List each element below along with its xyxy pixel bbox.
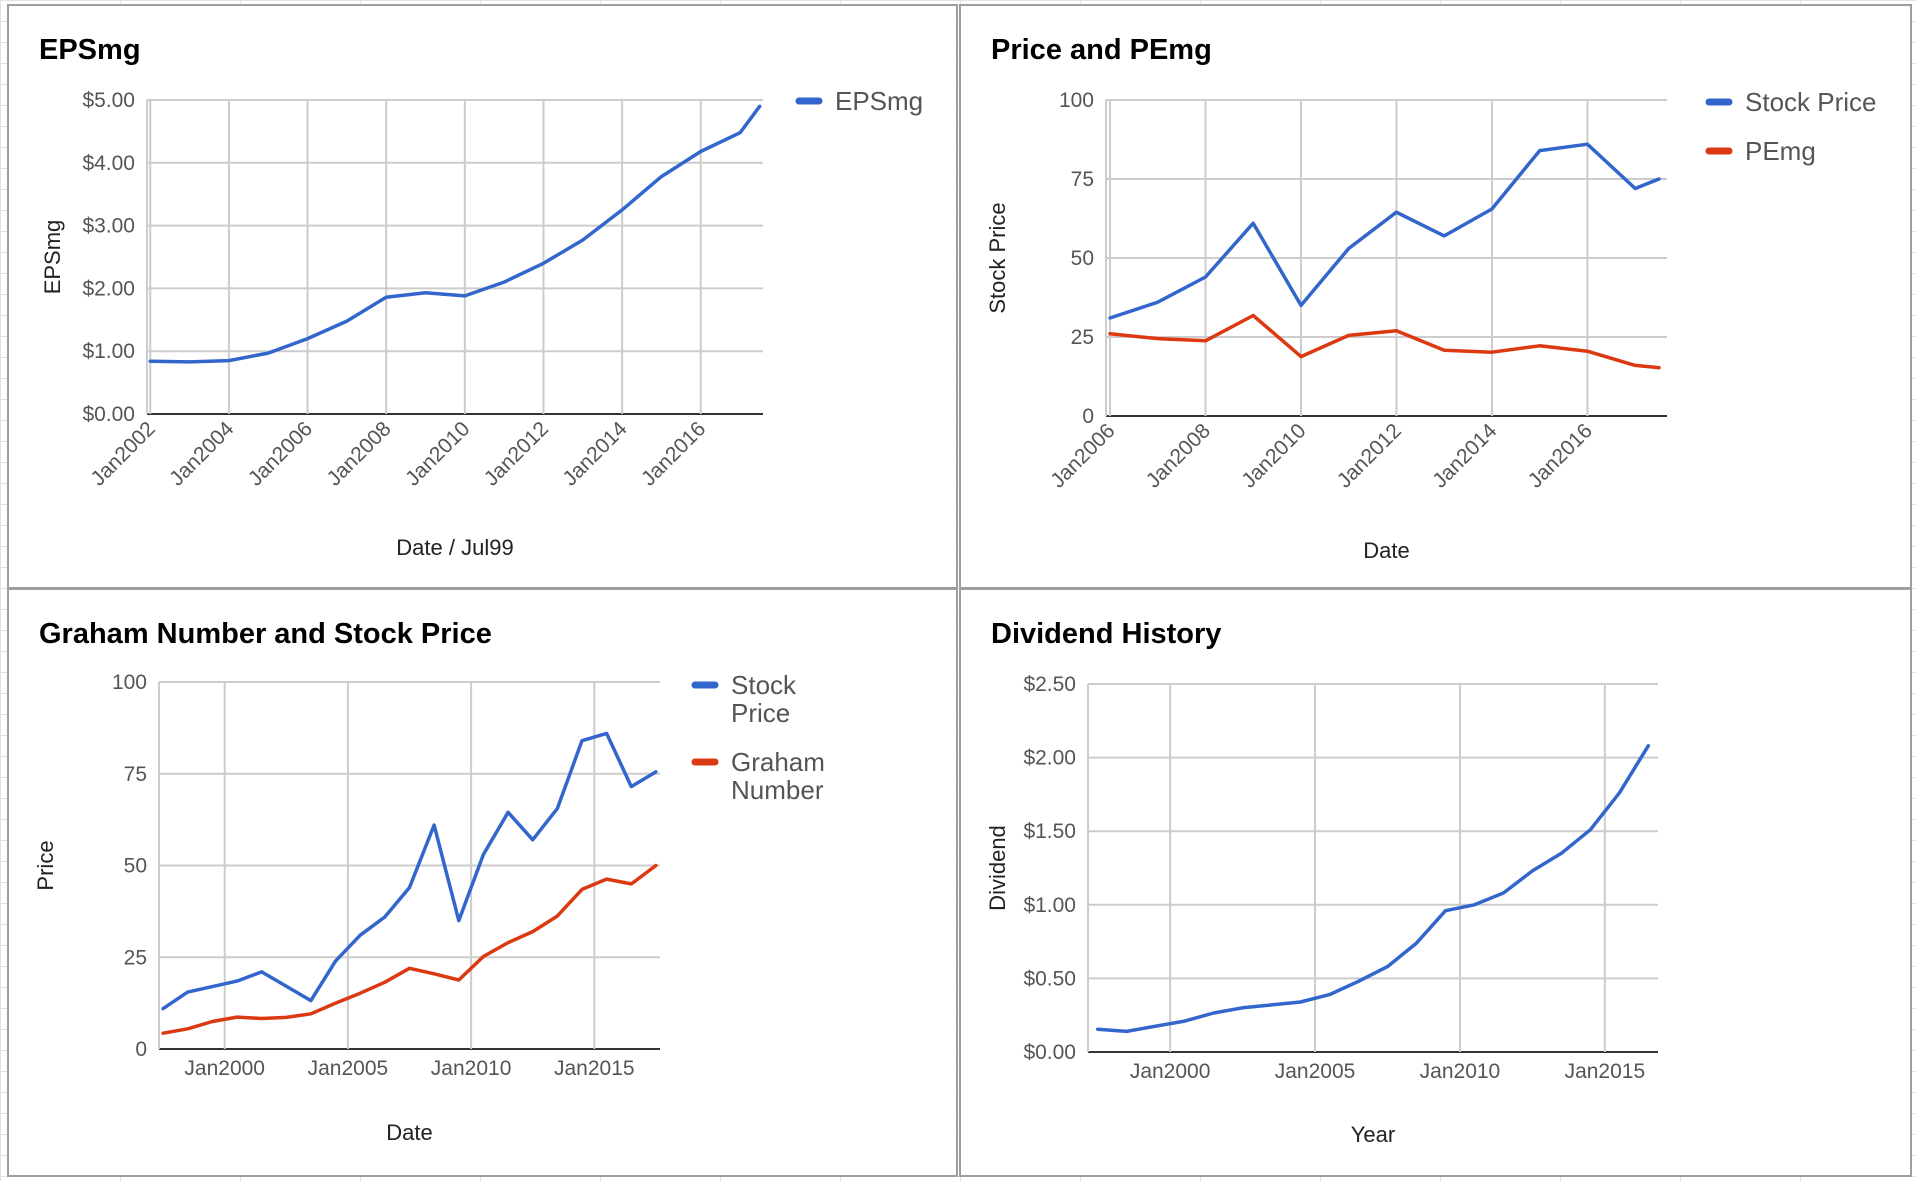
y-tick-label: 75 [1071, 168, 1094, 191]
y-axis-title: EPSmg [40, 220, 65, 295]
x-tick-label: Jan2002 [87, 417, 160, 490]
y-tick-label: $1.00 [1023, 894, 1076, 917]
dividend-chart-panel: Dividend History $0.00 $0.50 $1.00 $1.50 $2.… [959, 588, 1912, 1177]
x-tick-label: Jan2000 [184, 1057, 265, 1080]
chart-title: Dividend History [991, 618, 1222, 650]
legend-label: Stock [731, 670, 797, 700]
chart-title: Price and PEmg [991, 34, 1212, 66]
x-axis-title: Date / Jul99 [396, 535, 513, 560]
y-tick-label: 25 [1071, 326, 1094, 349]
y-tick-label: $5.00 [82, 89, 135, 112]
y-tick-label: 0 [1082, 405, 1094, 428]
x-tick-label: Jan2010 [401, 417, 474, 490]
y-tick-label: 100 [1059, 89, 1094, 112]
x-tick-label: Jan2012 [1333, 419, 1406, 492]
y-tick-label: $0.00 [1023, 1041, 1076, 1064]
legend-label: Price [731, 698, 790, 728]
y-tick-label: $1.00 [82, 340, 135, 363]
legend-label: Number [731, 775, 824, 805]
y-tick-label: $0.00 [82, 403, 135, 426]
x-tick-label: Jan2016 [637, 417, 710, 490]
legend-label: Graham [731, 747, 825, 777]
series-line-epsmg [148, 104, 762, 364]
graham-chart: 0 25 50 75 100 Jan2000 Jan2005 Jan2010 Jan2015 Da… [33, 670, 825, 1145]
y-tick-label: $0.50 [1023, 967, 1076, 990]
x-tick-label: Jan2016 [1524, 419, 1597, 492]
y-tick-label: $2.00 [1023, 747, 1076, 770]
chart-title: EPSmg [39, 34, 141, 66]
y-tick-label: 50 [1071, 247, 1094, 270]
chart-title: Graham Number and Stock Price [39, 618, 492, 650]
series-line-graham-number [161, 863, 658, 1035]
x-tick-label: Jan2008 [322, 417, 395, 490]
series-line-stock-price [1108, 142, 1661, 320]
y-tick-label: 75 [124, 763, 147, 786]
x-axis-title: Year [1351, 1122, 1395, 1147]
y-axis-title: Dividend [985, 825, 1010, 911]
x-tick-label: Jan2004 [165, 417, 238, 490]
x-tick-label: Jan2012 [480, 417, 553, 490]
x-tick-label: Jan2015 [554, 1057, 635, 1080]
y-tick-label: $2.50 [1023, 673, 1076, 696]
y-tick-label: $4.00 [82, 152, 135, 175]
x-tick-label: Jan2008 [1142, 419, 1215, 492]
series-line-stock-price [161, 731, 658, 1011]
x-tick-label: Jan2006 [1046, 419, 1119, 492]
x-tick-label: Jan2014 [1428, 419, 1501, 492]
x-tick-label: Jan2010 [1237, 419, 1310, 492]
y-tick-label: $1.50 [1023, 820, 1076, 843]
legend-label: PEmg [1745, 136, 1816, 166]
eps-chart-panel: EPSmg $0.00 $1.00 $2.00 $3.00 $4.00 $5.00 Jan2… [7, 4, 958, 589]
y-tick-label: 25 [124, 946, 147, 969]
x-tick-label: Jan2005 [308, 1057, 389, 1080]
y-axis-title: Stock Price [985, 202, 1010, 313]
graham-chart-panel: Graham Number and Stock Price 0 25 50 75 100… [7, 588, 958, 1177]
y-tick-label: 0 [135, 1038, 147, 1061]
x-tick-label: Jan2000 [1130, 1060, 1211, 1083]
x-tick-label: Jan2014 [558, 417, 631, 490]
x-tick-label: Jan2015 [1565, 1060, 1646, 1083]
legend-label: Stock Price [1745, 87, 1877, 117]
x-axis-title: Date [386, 1120, 432, 1145]
x-tick-label: Jan2010 [431, 1057, 512, 1080]
y-axis-title: Price [33, 840, 58, 890]
y-tick-label: $2.00 [82, 277, 135, 300]
price-pe-chart: 0 25 50 75 100 Jan2006 Jan2008 Jan2010 Jan2012 Ja… [985, 87, 1877, 563]
series-line-pemg [1108, 313, 1661, 370]
x-tick-label: Jan2006 [244, 417, 317, 490]
y-tick-label: $3.00 [82, 215, 135, 238]
legend-label: EPSmg [835, 86, 923, 116]
y-tick-label: 50 [124, 855, 147, 878]
y-tick-label: 100 [112, 671, 147, 694]
x-tick-label: Jan2005 [1275, 1060, 1356, 1083]
series-line-dividend [1095, 744, 1651, 1034]
x-tick-label: Jan2010 [1420, 1060, 1501, 1083]
dividend-chart: $0.00 $0.50 $1.00 $1.50 $2.00 $2.50 Jan2000 Jan… [985, 673, 1658, 1147]
x-axis-title: Date [1363, 538, 1409, 563]
price-pe-chart-panel: Price and PEmg 0 25 50 75 100 Jan2006 Jan2008 J… [959, 4, 1912, 589]
